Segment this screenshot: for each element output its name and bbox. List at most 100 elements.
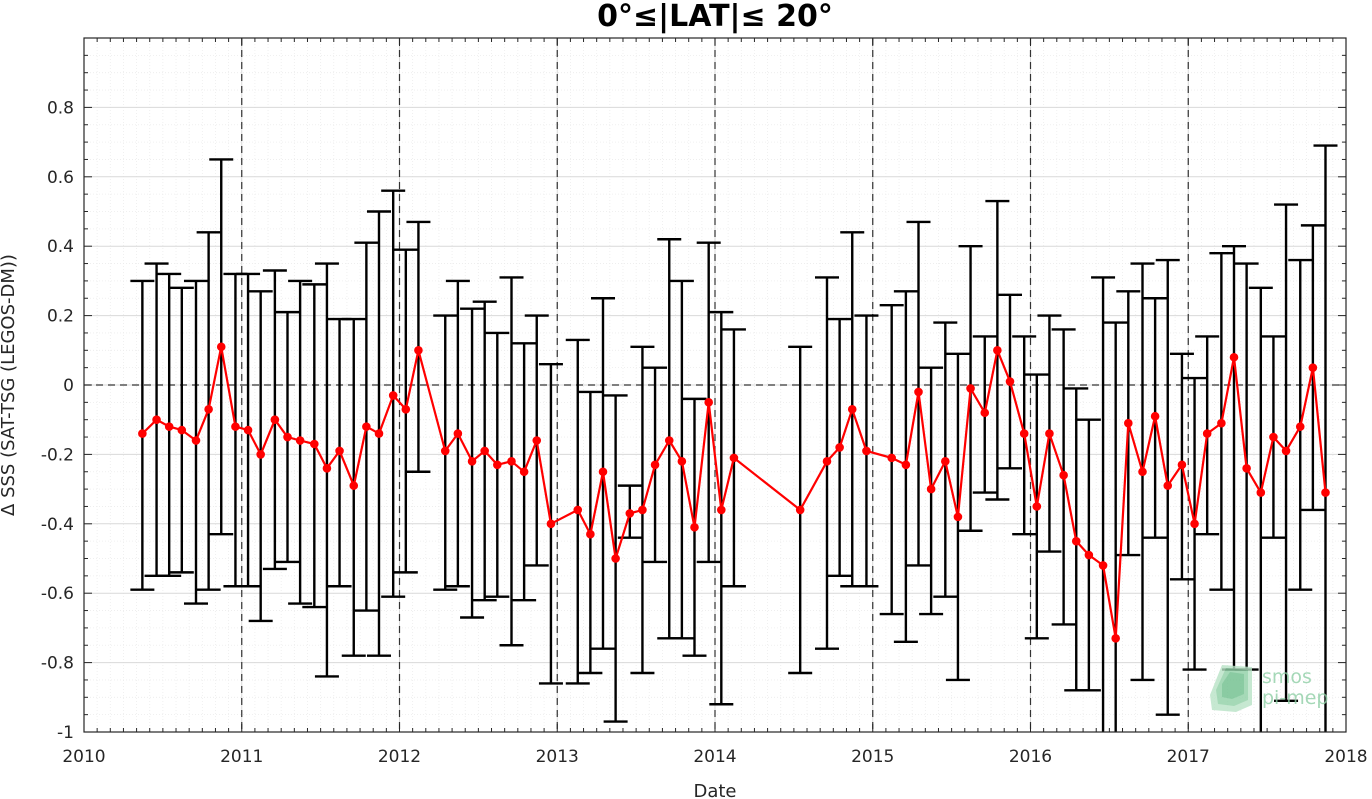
data-point: [1256, 488, 1266, 497]
data-point: [401, 404, 411, 414]
y-tick-label: 0: [63, 376, 74, 396]
y-tick-labels: -1 -0.8 -0.6 -0.4 -0.2 0 0.2 0.4 0.6 0.8: [41, 98, 74, 743]
data-point: [519, 467, 529, 477]
data-point: [152, 415, 161, 425]
data-point: [1321, 488, 1330, 497]
data-point: [1124, 418, 1133, 428]
data-point: [729, 453, 739, 463]
data-point: [204, 404, 213, 414]
data-point: [638, 505, 647, 515]
data-point: [243, 425, 253, 435]
data-point: [453, 429, 463, 438]
data-point: [1019, 429, 1029, 438]
data-point: [1098, 561, 1108, 570]
data-point: [467, 457, 477, 466]
data-point: [650, 460, 660, 470]
data-point: [941, 457, 950, 466]
y-axis-label: Δ SSS (SAT-TSG (LEGOS-DM)): [0, 254, 19, 516]
data-point: [283, 432, 292, 442]
x-axis-label: Date: [693, 781, 736, 799]
data-point: [164, 422, 174, 431]
data-point: [1059, 470, 1068, 480]
data-point: [914, 387, 923, 397]
year-boundary-lines: [241, 38, 1189, 732]
data-point: [1111, 634, 1120, 643]
data-point: [440, 446, 450, 456]
y-tick-label: -0.2: [41, 445, 74, 465]
data-point: [388, 391, 398, 400]
x-tick-label: 2010: [62, 747, 105, 767]
y-tick-label: -0.4: [41, 515, 74, 535]
data-point: [374, 429, 384, 438]
data-point: [177, 425, 187, 435]
data-point: [598, 467, 608, 477]
data-point: [611, 554, 620, 563]
x-tick-labels: 2010 2011 2012 2013 2014 2015 2016 2017 2018: [62, 747, 1367, 767]
data-point: [822, 457, 832, 466]
data-point: [138, 429, 147, 438]
data-point: [625, 509, 635, 518]
data-point: [1071, 536, 1081, 546]
data-point: [993, 346, 1002, 355]
data-point: [677, 457, 687, 466]
data-point: [1163, 481, 1173, 490]
data-point: [887, 453, 896, 463]
logo-text-smos: smos: [1262, 666, 1312, 688]
data-point: [704, 398, 713, 407]
y-tick-label: -0.6: [41, 584, 74, 604]
y-tick-label: 0.4: [47, 237, 74, 257]
x-tick-label: 2014: [693, 747, 736, 767]
data-point: [1032, 502, 1042, 511]
series-line: [138, 342, 1330, 643]
axis-ticks: [83, 37, 1347, 733]
data-point: [507, 457, 516, 466]
smos-pimep-logo: smos pi-mep: [1210, 665, 1328, 712]
data-point: [191, 436, 201, 445]
data-point: [795, 505, 805, 515]
x-tick-label: 2017: [1167, 747, 1210, 767]
data-point: [335, 446, 344, 456]
data-point: [1308, 363, 1318, 372]
data-point: [1202, 429, 1212, 438]
data-point: [349, 481, 359, 490]
data-point: [1242, 463, 1251, 473]
data-point: [1269, 432, 1278, 442]
logo-icon: [1210, 665, 1252, 712]
data-point: [1005, 377, 1015, 386]
data-point: [322, 463, 332, 473]
data-point: [901, 460, 911, 470]
data-point: [1190, 519, 1199, 529]
data-point: [1138, 467, 1147, 477]
data-point: [690, 522, 699, 532]
data-point: [231, 422, 240, 431]
data-point: [1150, 411, 1160, 421]
logo-text-pimep: pi-mep: [1262, 687, 1328, 709]
data-point: [1295, 422, 1305, 431]
data-point: [664, 436, 674, 445]
y-tick-label: -1: [57, 723, 74, 743]
x-tick-label: 2013: [536, 747, 579, 767]
data-point: [1217, 418, 1226, 428]
data-point: [1281, 446, 1291, 456]
y-tick-label: 0.8: [47, 98, 74, 118]
data-point: [493, 460, 502, 470]
y-tick-label: -0.8: [41, 654, 74, 674]
data-point: [532, 436, 542, 445]
data-point: [1177, 460, 1187, 470]
data-point: [480, 446, 489, 456]
data-point: [926, 484, 936, 494]
data-point: [862, 446, 871, 456]
x-tick-label: 2015: [851, 747, 894, 767]
x-tick-label: 2016: [1009, 747, 1052, 767]
data-point: [295, 436, 305, 445]
x-tick-label: 2012: [378, 747, 421, 767]
data-point: [953, 512, 963, 522]
y-tick-label: 0.2: [47, 307, 74, 327]
data-point: [980, 408, 990, 418]
data-point: [216, 342, 226, 352]
data-point: [546, 519, 556, 529]
data-point: [1045, 429, 1054, 438]
error-bar: [1313, 144, 1338, 732]
error-bar: [1248, 286, 1273, 732]
